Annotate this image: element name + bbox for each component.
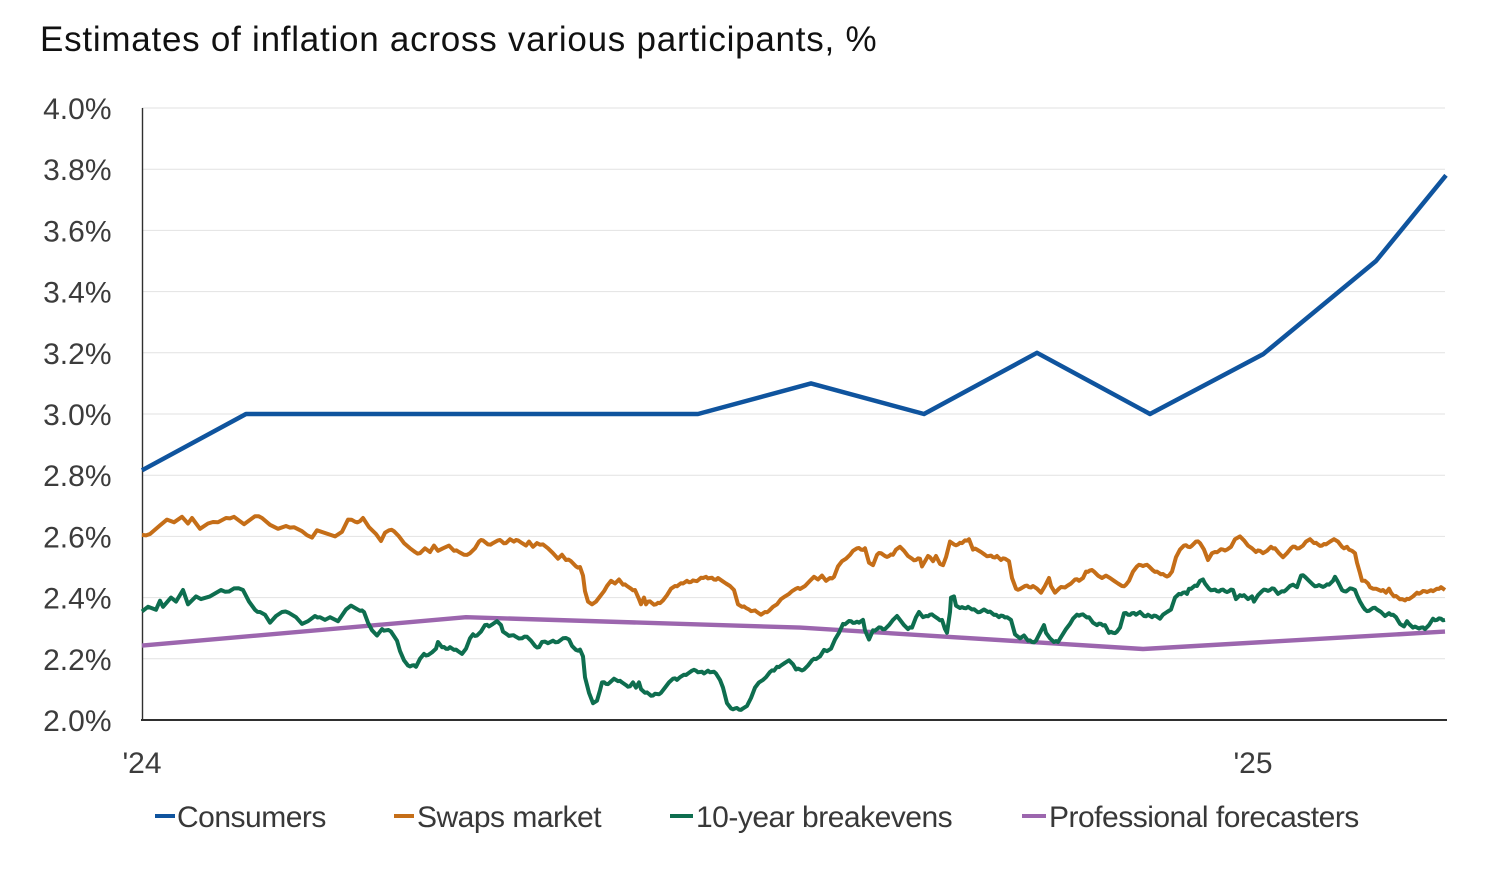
svg-text:3.6%: 3.6% — [43, 215, 111, 248]
svg-text:3.4%: 3.4% — [43, 277, 111, 310]
svg-text:3.0%: 3.0% — [43, 399, 111, 432]
svg-text:Estimates of inflation across: Estimates of inflation across various pa… — [40, 20, 877, 59]
svg-text:Consumers: Consumers — [177, 801, 326, 834]
svg-text:3.8%: 3.8% — [43, 154, 111, 187]
svg-text:2.2%: 2.2% — [43, 644, 111, 677]
svg-text:2.0%: 2.0% — [43, 705, 111, 738]
svg-text:'24: '24 — [122, 747, 161, 780]
svg-text:4.0%: 4.0% — [43, 93, 111, 126]
svg-text:2.6%: 2.6% — [43, 521, 111, 554]
svg-text:Professional forecasters: Professional forecasters — [1049, 801, 1359, 834]
svg-text:3.2%: 3.2% — [43, 338, 111, 371]
svg-text:2.4%: 2.4% — [43, 583, 111, 616]
svg-text:'25: '25 — [1233, 747, 1272, 780]
svg-text:10-year breakevens: 10-year breakevens — [696, 801, 952, 834]
svg-text:2.8%: 2.8% — [43, 460, 111, 493]
svg-text:Swaps market: Swaps market — [417, 801, 602, 834]
